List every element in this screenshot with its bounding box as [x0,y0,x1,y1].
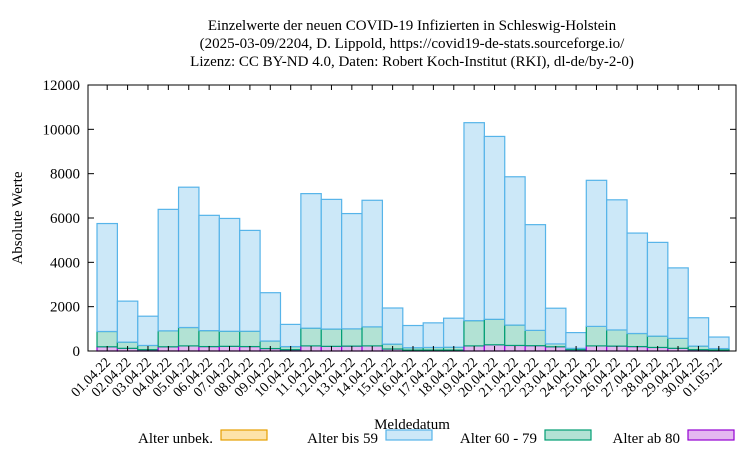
bar-alter-bis-59-15 [402,324,424,349]
y-tick-label: 4000 [50,255,80,271]
bar-alter-60-79-21 [524,329,547,347]
bar-alter-60-79-12 [341,328,363,347]
x-axis-label: Meldedatum [374,417,450,433]
bar-alter-bis-59-23 [565,332,587,349]
bar-alter-60-79-26 [626,332,649,348]
bar-alter-60-79-11 [320,328,343,347]
bar-alter-bis-59-0 [96,222,118,333]
legend-label-0: Alter unbek. [138,431,213,447]
bar-alter-bis-59-25 [606,199,628,331]
bar-alter-bis-59-11 [320,198,343,330]
bar-alter-60-79-27 [646,335,669,349]
bar-alter-bis-59-3 [157,208,180,332]
legend-label-2: Alter 60 - 79 [460,431,537,447]
y-tick-label: 0 [73,344,81,360]
bar-alter-bis-59-6 [218,217,241,332]
bar-alter-bis-59-7 [239,229,261,332]
bar-alter-bis-59-1 [116,300,139,343]
y-tick-label: 6000 [50,211,80,227]
bar-alter-60-79-0 [96,330,118,348]
y-axis-label: Absolute Werte [10,171,26,264]
y-tick-label: 2000 [50,300,80,316]
bar-alter-bis-59-2 [137,315,159,347]
plot-frame [87,84,737,352]
bar-alter-bis-59-21 [524,224,547,331]
bar-alter-bis-59-29 [687,317,710,347]
bar-alter-bis-59-22 [544,307,567,345]
bar-alter-bis-59-5 [198,214,220,332]
bar-alter-bis-59-13 [361,199,384,328]
bar-alter-60-79-24 [585,325,608,347]
bar-alter-bis-59-10 [300,193,322,329]
legend-swatch-1 [385,429,433,441]
bar-alter-60-79-13 [361,326,384,347]
legend-swatch-0 [220,429,268,441]
legend-label-1: Alter bis 59 [307,431,378,447]
bar-alter-60-79-5 [198,330,220,348]
bar-alter-60-79-7 [239,330,261,348]
bar-alter-60-79-20 [504,324,526,347]
chart-title-line-2: (2025-03-09/2204, D. Lippold, https://co… [200,36,625,52]
bar-alter-60-79-18 [463,320,485,347]
chart-title-line-1: Einzelwerte der neuen COVID-19 Infiziert… [208,18,617,34]
bar-alter-bis-59-14 [381,307,404,345]
bar-alter-60-79-3 [157,330,180,348]
bar-alter-bis-59-17 [442,317,465,348]
bar-alter-bis-59-27 [646,241,669,337]
legend: Alter unbek. Alter bis 59 Alter 60 - 79 Alt… [138,429,735,447]
bar-alter-60-79-4 [177,326,200,347]
bar-alter-bis-59-16 [422,322,445,349]
bars-group [96,122,730,352]
y-axis-ticks: 0 2000 4000 6000 8000 10000 12000 [43,78,736,360]
bar-alter-60-79-6 [218,330,241,347]
bar-alter-bis-59-28 [667,267,689,339]
legend-swatch-3 [687,429,735,441]
bar-alter-bis-59-18 [463,122,485,322]
bar-alter-bis-59-9 [279,323,302,348]
bar-alter-bis-59-20 [504,176,526,326]
legend-label-3: Alter ab 80 [613,431,680,447]
chart-title-line-3: Lizenz: CC BY-ND 4.0, Daten: Robert Koch… [190,54,634,70]
bar-alter-bis-59-24 [585,179,608,328]
bar-alter-bis-59-4 [177,186,200,329]
bar-alter-60-79-25 [606,329,628,347]
y-tick-label: 12000 [43,78,81,94]
bar-alter-60-79-10 [300,327,322,347]
bar-alter-60-79-19 [483,318,506,346]
bar-alter-bis-59-19 [483,135,506,320]
bar-alter-bis-59-8 [259,292,282,342]
y-tick-label: 10000 [43,122,81,138]
legend-swatch-2 [544,429,592,441]
bar-alter-bis-59-26 [626,232,649,335]
y-tick-label: 8000 [50,167,80,183]
bar-alter-bis-59-12 [341,212,363,330]
